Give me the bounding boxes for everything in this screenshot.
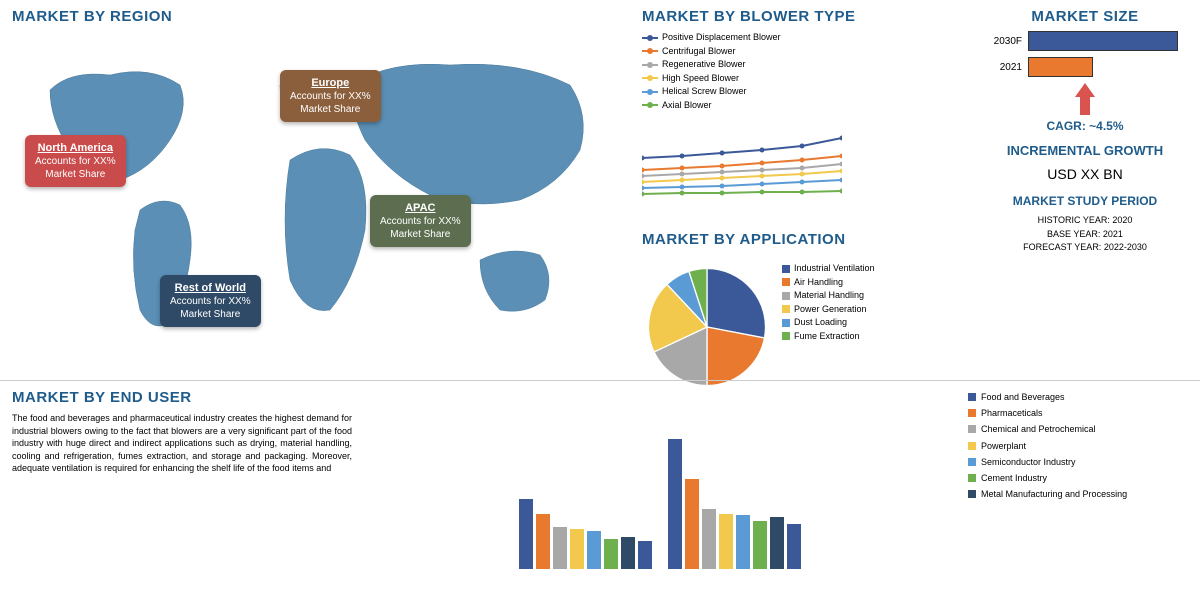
chart-bar (519, 499, 533, 569)
chart-bar (604, 539, 618, 569)
incremental-growth-title: INCREMENTAL GROWTH (982, 143, 1188, 158)
legend-item: Metal Manufacturing and Processing (968, 486, 1188, 502)
enduser-legend: Food and BeveragesPharmaceticalsChemical… (968, 389, 1188, 592)
legend-item: Axial Blower (642, 99, 958, 113)
size-title: MARKET SIZE (982, 8, 1188, 25)
legend-item: High Speed Blower (642, 72, 958, 86)
chart-bar (702, 509, 716, 569)
legend-item: Material Handling (782, 289, 875, 303)
region-badge: North AmericaAccounts for XX%Market Shar… (25, 135, 126, 187)
chart-bar (587, 531, 601, 569)
application-pie-chart (642, 262, 772, 392)
legend-item: Power Generation (782, 303, 875, 317)
size-bar-row: 2021 (982, 57, 1188, 77)
blower-legend: Positive Displacement BlowerCentrifugal … (642, 31, 958, 112)
incremental-growth-value: USD XX BN (982, 166, 1188, 182)
chart-bar (770, 517, 784, 569)
legend-item: Positive Displacement Blower (642, 31, 958, 45)
legend-item: Centrifugal Blower (642, 45, 958, 59)
region-title: MARKET BY REGION (12, 8, 618, 25)
study-period-body: HISTORIC YEAR: 2020BASE YEAR: 2021FORECA… (982, 214, 1188, 255)
chart-bar (536, 514, 550, 569)
region-badge: EuropeAccounts for XX%Market Share (280, 70, 381, 122)
legend-item: Pharmaceticals (968, 405, 1188, 421)
legend-item: Cement Industry (968, 470, 1188, 486)
legend-item: Powerplant (968, 438, 1188, 454)
legend-item: Regenerative Blower (642, 58, 958, 72)
market-by-enduser-panel: MARKET BY END USER The food and beverage… (0, 380, 1200, 600)
blower-line-chart (642, 118, 842, 218)
market-by-region-panel: MARKET BY REGION North AmericaAccounts f… (0, 0, 630, 380)
chart-bar (736, 515, 750, 569)
legend-item: Industrial Ventilation (782, 262, 875, 276)
enduser-body-text: The food and beverages and pharmaceutica… (12, 412, 352, 475)
chart-bar (621, 537, 635, 569)
legend-item: Fume Extraction (782, 330, 875, 344)
enduser-title: MARKET BY END USER (12, 389, 352, 406)
region-badge: Rest of WorldAccounts for XX%Market Shar… (160, 275, 261, 327)
arrow-up-icon (1075, 83, 1095, 115)
chart-bar (787, 524, 801, 569)
chart-bar (685, 479, 699, 569)
application-title: MARKET BY APPLICATION (642, 231, 958, 248)
blower-title: MARKET BY BLOWER TYPE (642, 8, 958, 25)
legend-item: Dust Loading (782, 316, 875, 330)
legend-item: Food and Beverages (968, 389, 1188, 405)
middle-column: MARKET BY BLOWER TYPE Positive Displacem… (630, 0, 970, 380)
chart-bar (570, 529, 584, 569)
bar-group (668, 439, 801, 569)
legend-item: Helical Screw Blower (642, 85, 958, 99)
chart-bar (719, 514, 733, 569)
legend-item: Chemical and Petrochemical (968, 421, 1188, 437)
region-badge: APACAccounts for XX%Market Share (370, 195, 471, 247)
bar-group (519, 499, 652, 569)
chart-bar (553, 527, 567, 569)
cagr-text: CAGR: ~4.5% (982, 119, 1188, 133)
legend-item: Air Handling (782, 276, 875, 290)
size-bar-row: 2030F (982, 31, 1188, 51)
market-size-panel: MARKET SIZE 2030F 2021 CAGR: ~4.5% INCREM… (970, 0, 1200, 380)
legend-item: Semiconductor Industry (968, 454, 1188, 470)
study-period-title: MARKET STUDY PERIOD (982, 194, 1188, 208)
enduser-bar-chart (368, 389, 952, 569)
chart-bar (638, 541, 652, 569)
chart-bar (668, 439, 682, 569)
chart-bar (753, 521, 767, 569)
